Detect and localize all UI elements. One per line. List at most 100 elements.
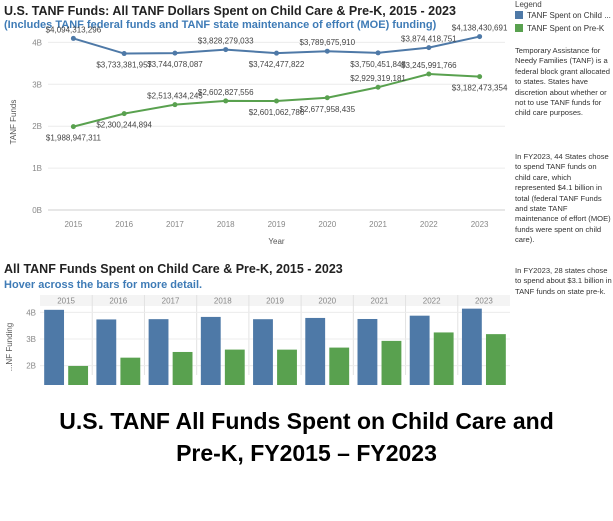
legend-title: Legend xyxy=(515,0,542,9)
x-tick-label: 2023 xyxy=(471,220,489,229)
x-tick-label: 2018 xyxy=(217,220,235,229)
data-point xyxy=(477,34,483,40)
note-child-care-2023: In FY2023, 44 States chose to spend TANF… xyxy=(515,152,611,245)
data-label: $2,513,434,245 xyxy=(147,92,203,101)
x-tick-label: 2017 xyxy=(166,220,184,229)
caption-line-2: Pre-K, FY2015 – FY2023 xyxy=(176,440,437,466)
data-label: $3,742,477,822 xyxy=(249,60,305,69)
data-point xyxy=(375,84,381,90)
bar-y-tick-label: 3B xyxy=(26,335,36,344)
bar-pre-k xyxy=(381,340,402,385)
data-label: $3,733,381,957 xyxy=(96,61,152,70)
line-chart-title: U.S. TANF Funds: All TANF Dollars Spent … xyxy=(4,4,456,18)
data-point xyxy=(172,50,178,56)
bar-pre-k xyxy=(277,349,297,385)
data-label: $3,182,473,354 xyxy=(452,84,508,93)
bar-pre-k xyxy=(68,365,89,385)
bar-pre-k xyxy=(120,357,141,385)
data-point xyxy=(223,98,229,104)
data-label: $1,988,947,311 xyxy=(46,134,102,143)
line-chart[interactable]: 0B 1B 2B 3B 4B 2015 2016 2017 2018 2019 2020 2021 20… xyxy=(0,0,513,258)
data-label: $3,245,991,766 xyxy=(401,61,457,70)
tableau-dashboard: U.S. TANF Funds: All TANF Dollars Spent … xyxy=(0,0,612,385)
data-point xyxy=(70,35,76,41)
data-point xyxy=(172,102,178,108)
bar-pre-k xyxy=(172,351,193,385)
data-point xyxy=(426,71,432,77)
data-label: $2,300,244,894 xyxy=(96,121,152,130)
data-point xyxy=(121,51,127,57)
bar-year-label: 2016 xyxy=(109,297,127,306)
legend-swatch-pre-k xyxy=(515,24,523,32)
data-label: $3,828,279,033 xyxy=(198,37,254,46)
legend-label-child-care: TANF Spent on Child ... xyxy=(527,11,611,20)
data-point xyxy=(121,111,127,117)
bar-year-label: 2022 xyxy=(423,297,441,306)
bar-child-care xyxy=(305,317,326,385)
bar-pre-k xyxy=(224,349,245,385)
bar-child-care xyxy=(409,315,430,385)
data-label: $4,094,313,296 xyxy=(46,25,102,34)
x-tick-label: 2019 xyxy=(268,220,286,229)
bar-year-label: 2017 xyxy=(162,297,180,306)
bar-year-label: 2020 xyxy=(318,297,336,306)
data-point xyxy=(70,124,76,130)
y-tick-label: 1B xyxy=(32,164,42,173)
data-point xyxy=(375,50,381,56)
bar-year-label: 2021 xyxy=(371,297,389,306)
bar-child-care xyxy=(253,319,273,385)
bar-child-care xyxy=(357,318,378,385)
data-label: $3,744,078,087 xyxy=(147,60,203,69)
y-tick-label: 0B xyxy=(32,206,42,215)
bar-child-care xyxy=(96,319,117,385)
x-tick-label: 2020 xyxy=(318,220,336,229)
legend-swatch-child-care xyxy=(515,11,523,19)
bar-year-label: 2019 xyxy=(266,297,284,306)
data-point xyxy=(477,74,483,80)
x-tick-label: 2021 xyxy=(369,220,387,229)
x-tick-label: 2016 xyxy=(115,220,133,229)
bar-chart-subtitle: Hover across the bars for more detail. xyxy=(4,279,203,291)
data-label: $2,601,062,786 xyxy=(249,108,305,117)
y-tick-label: 3B xyxy=(32,80,42,89)
legend-item-child-care[interactable]: TANF Spent on Child ... xyxy=(515,11,611,20)
bar-year-label: 2023 xyxy=(475,297,493,306)
data-label: $2,929,319,181 xyxy=(350,74,406,83)
data-label: $2,677,958,435 xyxy=(299,105,355,114)
bar-child-care xyxy=(461,308,482,385)
y-tick-label: 2B xyxy=(32,122,42,131)
bar-y-tick-label: 4B xyxy=(26,308,36,317)
note-pre-k-2023: In FY2023, 28 states chose to spend abou… xyxy=(515,266,612,296)
legend-label-pre-k: TANF Spent on Pre-K xyxy=(527,24,605,33)
x-tick-label: 2015 xyxy=(64,220,82,229)
data-point xyxy=(324,48,330,54)
y-axis-title: TANF Funds xyxy=(9,100,18,145)
bar-chart-title: All TANF Funds Spent on Child Care & Pre… xyxy=(4,262,343,276)
data-label: $2,602,827,556 xyxy=(198,88,254,97)
image-caption: U.S. TANF All Funds Spent on Child Care … xyxy=(0,405,613,469)
bar-pre-k xyxy=(485,334,506,385)
data-label: $3,750,451,848 xyxy=(350,60,406,69)
bar-pre-k xyxy=(433,332,454,385)
bar-chart[interactable]: 2015 2016 2017 2018 2019 2020 2021 2022 2023 2B 3B… xyxy=(0,295,513,385)
bar-y-axis-title: ...NF Funding xyxy=(5,323,14,371)
data-point xyxy=(223,47,229,53)
bar-year-label: 2018 xyxy=(214,297,232,306)
bar-header-band xyxy=(40,295,510,306)
data-label: $3,874,418,751 xyxy=(401,35,457,44)
data-label: $3,789,675,910 xyxy=(299,38,355,47)
bar-child-care xyxy=(200,316,221,385)
bar-child-care xyxy=(44,309,65,385)
bar-child-care xyxy=(148,319,169,385)
data-point xyxy=(274,50,279,56)
bar-pre-k xyxy=(329,347,350,385)
data-label: $4,138,430,691 xyxy=(452,24,508,33)
x-tick-label: 2022 xyxy=(420,220,438,229)
data-point xyxy=(274,98,279,104)
legend-item-pre-k[interactable]: TANF Spent on Pre-K xyxy=(515,24,604,33)
bar-year-label: 2015 xyxy=(57,297,75,306)
caption-line-1: U.S. TANF All Funds Spent on Child Care … xyxy=(59,408,554,434)
data-point xyxy=(324,95,330,101)
bar-y-tick-label: 2B xyxy=(26,362,36,371)
y-tick-label: 4B xyxy=(32,38,42,47)
